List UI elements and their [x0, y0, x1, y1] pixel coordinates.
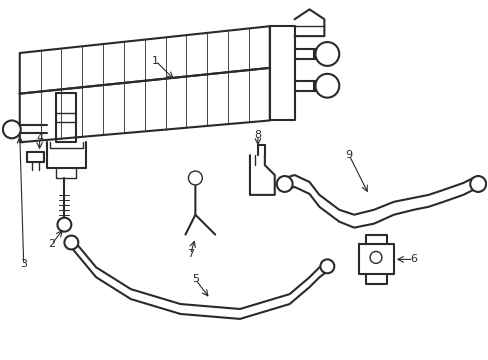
Circle shape	[315, 42, 339, 66]
Circle shape	[320, 260, 334, 273]
Text: 7: 7	[186, 249, 194, 260]
Text: 1: 1	[152, 56, 159, 66]
Circle shape	[469, 176, 485, 192]
Text: 5: 5	[191, 274, 199, 284]
Circle shape	[64, 235, 78, 249]
Text: 4: 4	[36, 133, 43, 143]
Circle shape	[188, 171, 202, 185]
Circle shape	[3, 121, 20, 138]
Text: 9: 9	[345, 150, 352, 160]
Circle shape	[276, 176, 292, 192]
Circle shape	[57, 218, 71, 231]
Text: 2: 2	[48, 239, 55, 249]
Text: 6: 6	[409, 255, 416, 264]
Text: 8: 8	[254, 130, 261, 140]
Circle shape	[315, 74, 339, 98]
Text: 3: 3	[20, 259, 27, 269]
